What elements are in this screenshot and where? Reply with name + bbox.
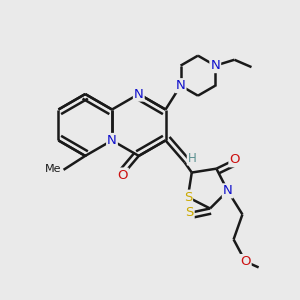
Text: S: S xyxy=(184,191,192,204)
Text: Me: Me xyxy=(45,164,62,174)
Text: N: N xyxy=(134,88,144,100)
Text: N: N xyxy=(210,59,220,72)
Text: H: H xyxy=(188,152,197,165)
Text: O: O xyxy=(240,255,250,268)
Text: O: O xyxy=(230,153,240,166)
Text: N: N xyxy=(223,184,232,197)
Text: N: N xyxy=(107,134,117,147)
Text: S: S xyxy=(185,206,194,219)
Text: N: N xyxy=(176,79,185,92)
Text: O: O xyxy=(117,169,128,182)
